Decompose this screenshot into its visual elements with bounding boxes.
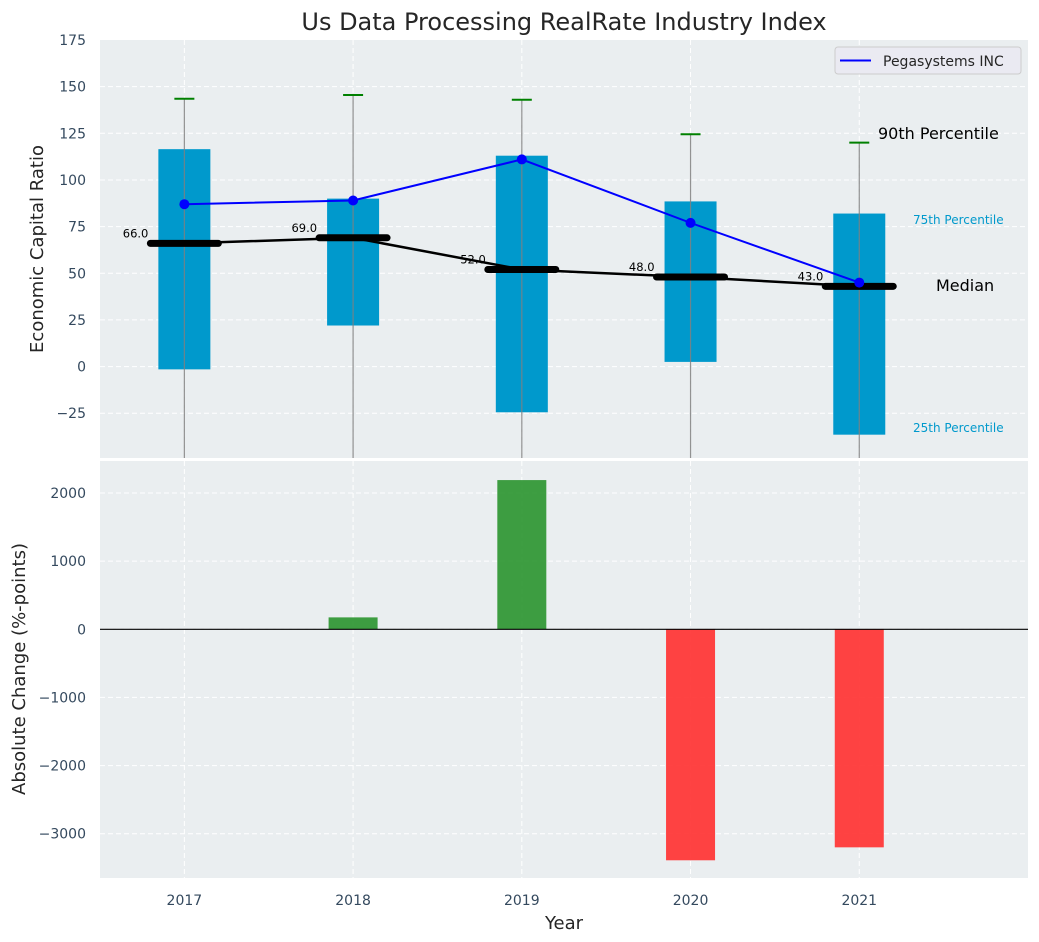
top-y-tick-label: 125	[59, 126, 86, 142]
x-tick-label: 2017	[167, 893, 203, 909]
change-bar-negative	[666, 629, 715, 860]
median-value-label: 69.0	[291, 221, 317, 235]
legend-label: Pegasystems INC	[883, 54, 1004, 70]
legend[interactable]: Pegasystems INC	[835, 47, 1021, 74]
change-bar-positive	[497, 480, 546, 629]
bottom-y-axis-label: Absolute Change (%-points)	[9, 543, 30, 795]
bottom-y-ticks: −3000 −2000 −1000 0 1000 2000	[39, 486, 86, 843]
x-tick-label: 2021	[841, 893, 877, 909]
annotation-90th-percentile: 90th Percentile	[878, 124, 999, 143]
x-ticks: 2017 2018 2019 2020 2021	[167, 893, 878, 909]
bottom-panel: −3000 −2000 −1000 0 1000 2000 2017 2018 2019 202…	[9, 461, 1028, 934]
bottom-plot-background	[100, 461, 1028, 878]
chart-title: Us Data Processing RealRate Industry Ind…	[301, 8, 826, 36]
company-point	[179, 199, 189, 209]
annotation-median: Median	[936, 276, 994, 295]
top-y-tick-label: 75	[68, 220, 86, 236]
top-y-tick-label: 175	[59, 33, 86, 49]
change-bar-negative	[835, 629, 884, 847]
x-axis-label: Year	[544, 913, 584, 934]
x-tick-label: 2020	[673, 893, 709, 909]
bottom-y-tick-label: 0	[77, 622, 86, 638]
company-point	[348, 195, 358, 205]
median-value-label: 48.0	[629, 260, 655, 274]
top-y-tick-label: −25	[56, 406, 86, 422]
top-panel: −25 0 25 50 75 100 125 150 175 66.0 69.0 52.0 48.0 4…	[27, 33, 1028, 458]
median-value-label: 66.0	[123, 226, 149, 240]
top-y-axis-label: Economic Capital Ratio	[27, 145, 48, 353]
top-plot-background	[100, 40, 1028, 458]
x-tick-label: 2018	[335, 893, 371, 909]
company-point	[686, 218, 696, 228]
annotation-25th-percentile: 25th Percentile	[913, 421, 1004, 435]
top-y-tick-label: 100	[59, 173, 86, 189]
top-y-ticks: −25 0 25 50 75 100 125 150 175	[56, 33, 86, 422]
median-value-label: 52.0	[460, 253, 486, 267]
change-bar-positive	[329, 617, 378, 629]
bottom-y-tick-label: −2000	[39, 759, 86, 775]
top-y-tick-label: 0	[77, 360, 86, 376]
bottom-y-tick-label: −1000	[39, 690, 86, 706]
company-point	[517, 154, 527, 164]
x-tick-label: 2019	[504, 893, 540, 909]
bottom-y-tick-label: 2000	[50, 486, 86, 502]
top-y-tick-label: 50	[68, 266, 86, 282]
bottom-y-tick-label: 1000	[50, 554, 86, 570]
company-point	[854, 278, 864, 288]
annotation-75th-percentile: 75th Percentile	[913, 213, 1004, 227]
chart: Us Data Processing RealRate Industry Ind…	[0, 0, 1039, 942]
bottom-y-tick-label: −3000	[39, 827, 86, 843]
top-y-tick-label: 25	[68, 313, 86, 329]
median-value-label: 43.0	[798, 269, 824, 283]
top-y-tick-label: 150	[59, 80, 86, 96]
